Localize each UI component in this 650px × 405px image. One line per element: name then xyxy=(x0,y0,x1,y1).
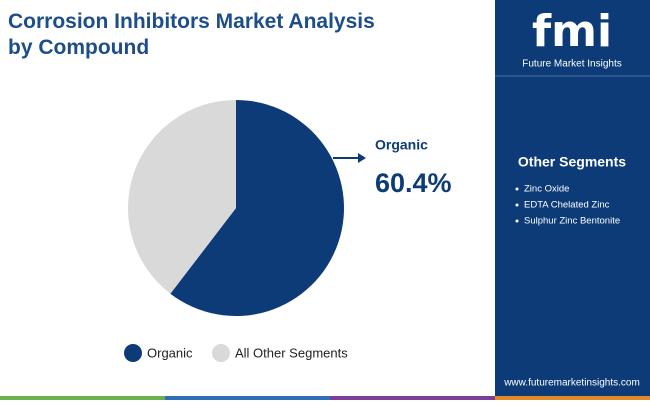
website: www.futuremarketinsights.com xyxy=(503,378,640,389)
logo-name: Future Market Insights xyxy=(522,59,621,70)
legend-swatch xyxy=(212,344,230,362)
chart-title: Corrosion Inhibitors Market Analysis by C… xyxy=(8,10,375,59)
value-label: 60.4% xyxy=(375,168,452,198)
legend-label: All Other Segments xyxy=(235,345,348,360)
stripe xyxy=(495,396,650,400)
pie-slice xyxy=(127,100,236,294)
bullet xyxy=(515,187,519,191)
legend-swatch xyxy=(124,344,142,362)
bullet xyxy=(515,219,519,223)
logo-mark: fmi xyxy=(532,6,612,57)
callout-label: Organic xyxy=(375,137,428,153)
stripe xyxy=(330,396,495,400)
segments-title: Other Segments xyxy=(518,154,626,170)
legend-label: Organic xyxy=(147,345,193,360)
bullet xyxy=(515,203,519,207)
stripe xyxy=(165,396,330,400)
pie-slice xyxy=(170,100,344,316)
segment-item: EDTA Chelated Zinc xyxy=(524,200,610,211)
segment-item: Zinc Oxide xyxy=(524,184,569,195)
segment-item: Sulphur Zinc Bentonite xyxy=(524,216,620,227)
callout-arrowhead xyxy=(358,153,366,163)
stripe xyxy=(0,396,165,400)
side-panel xyxy=(495,0,650,396)
